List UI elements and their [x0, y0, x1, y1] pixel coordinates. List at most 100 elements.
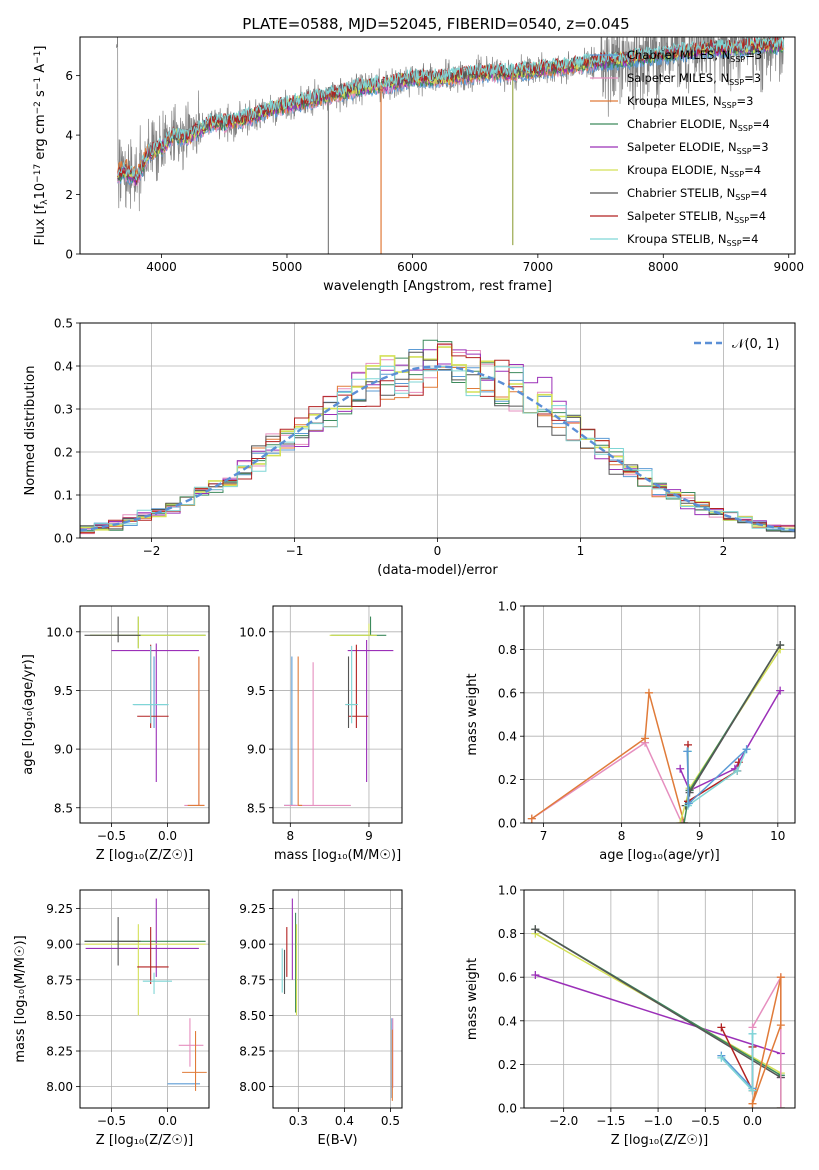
errorbar-chabrier_stelib [84, 917, 141, 966]
y-tick-label: 8.75 [239, 973, 266, 987]
y-tick-label: 9.25 [239, 902, 266, 916]
y-tick-label: 0.4 [54, 360, 73, 374]
age-vs-mass-panel: 8 9 8.5 9.0 9.5 10.0 mass [log₁₀(M/M☉)] [239, 605, 403, 863]
x-axis-label: age [log₁₀(age/yr)] [599, 848, 720, 863]
weight-line-chabrier_stelib [534, 928, 782, 1079]
plot-area [527, 641, 785, 823]
errorbar-salpeter_elodie [111, 643, 199, 782]
errorbar-kroupa_miles [187, 656, 205, 806]
errorbar-kroupa_elodie [329, 623, 377, 636]
x-tick-label: 9 [696, 829, 704, 843]
x-axis-label: mass [log₁₀(M/M☉)] [274, 848, 401, 863]
y-tick-label: 0.8 [498, 643, 517, 657]
axes-frame [79, 605, 210, 824]
y-tick-label: 8.75 [46, 973, 73, 987]
weight-marker-kroupa_miles [644, 688, 653, 697]
x-axis-label: wavelength [Angstrom, rest frame] [323, 279, 552, 294]
age-vs-metallicity-panel: −0.5 0.0 8.5 9.0 9.5 10.0 Z [log₁₀(Z/Z☉)] age [… [21, 605, 210, 863]
errorbar-chabrier_stelib [84, 616, 141, 643]
legend-label-kroupa_stelib: Kroupa STELIB, NSSP=4 [627, 232, 758, 248]
y-tick-label: 10.0 [239, 625, 266, 639]
weight-marker-chabrier_stelib [685, 788, 694, 797]
axes-frame [523, 605, 796, 824]
weight-marker-kroupa_miles [748, 1099, 757, 1108]
y-tick-label: 0.3 [54, 403, 73, 417]
plot-area [80, 339, 795, 535]
x-tick-label: −1.0 [644, 1114, 673, 1128]
x-tick-label: −2 [143, 544, 161, 558]
errorbar-salpeter_stelib [137, 927, 169, 985]
plot-area [84, 898, 207, 1091]
errorbar-kroupa_stelib [142, 972, 172, 995]
errorbar-chabrier_elodie [90, 616, 206, 649]
x-tick-label: −0.5 [691, 1114, 720, 1128]
y-tick-label: 8.25 [46, 1045, 73, 1059]
y-axis-label: mass weight [465, 958, 480, 1040]
weight-marker-chabrier_miles [742, 745, 751, 754]
y-tick-label: 0.6 [498, 971, 517, 985]
x-tick-label: 6000 [397, 260, 428, 274]
legend-label-kroupa_elodie: Kroupa ELODIE, NSSP=4 [627, 163, 761, 179]
x-tick-label: 10 [770, 829, 785, 843]
errorbar-salpeter_elodie [85, 898, 199, 977]
x-tick-label: −1 [286, 544, 304, 558]
errorbar-salpeter_miles [184, 656, 205, 806]
legend-label-chabrier_miles: Chabrier MILES, NSSP=3 [627, 48, 762, 64]
errorbar-kroupa_stelib [132, 645, 169, 724]
errorbar-kroupa_stelib [345, 645, 358, 724]
y-tick-label: 8.50 [46, 1009, 73, 1023]
y-tick-label: 9.00 [46, 938, 73, 952]
errorbar-chabrier_stelib [345, 656, 357, 728]
x-tick-label: 4000 [146, 260, 177, 274]
x-tick-label: −1.5 [596, 1114, 625, 1128]
mass-vs-metallicity-panel: −0.5 0.0 8.00 8.25 8.50 8.75 9.00 9.25 Z [log₁₀(… [13, 889, 210, 1148]
weight-line-kroupa_miles [531, 692, 685, 823]
x-tick-label: 7 [540, 829, 548, 843]
y-tick-label: 2 [65, 188, 73, 202]
x-axis-label: Z [log₁₀(Z/Z☉)] [96, 1133, 193, 1148]
x-tick-label: 0.0 [743, 1114, 762, 1128]
weight-marker-salpeter_miles [677, 819, 686, 823]
weight-line-salpeter_miles [531, 741, 684, 823]
y-tick-label: 8.5 [54, 801, 73, 815]
errorbar-kroupa_miles [182, 1031, 207, 1091]
weight-marker-kroupa_miles [776, 973, 785, 982]
y-tick-label: 9.5 [54, 684, 73, 698]
x-tick-label: 0.4 [335, 1114, 354, 1128]
weight-marker-kroupa_stelib [748, 1029, 757, 1038]
x-tick-label: 5000 [272, 260, 303, 274]
errorbar-salpeter_miles [284, 662, 351, 806]
plot-area [284, 616, 394, 806]
weight-marker-kroupa_miles [776, 1021, 785, 1030]
y-tick-label: 0.0 [54, 532, 73, 546]
weight-vs-age-panel: 7 8 9 10 0.0 0.2 0.4 0.6 0.8 1.0 age [log₁₀(age/yr… [465, 600, 796, 863]
y-axis-label: mass weight [465, 673, 480, 755]
x-tick-label: 0 [434, 544, 442, 558]
y-tick-label: 10.0 [46, 625, 73, 639]
legend-label-chabrier_elodie: Chabrier ELODIE, NSSP=4 [627, 117, 770, 133]
y-axis-label: age [log₁₀(age/yr)] [21, 654, 36, 775]
axes-frame [79, 889, 210, 1109]
y-tick-label: 0.4 [498, 1014, 517, 1028]
errorbar-salpeter_miles [178, 1018, 204, 1067]
plot-area [84, 616, 206, 806]
errorbar-kroupa_elodie [90, 616, 206, 649]
plot-area [281, 898, 394, 1101]
y-tick-label: 9.5 [247, 684, 266, 698]
errorbar-salpeter_elodie [347, 640, 394, 782]
figure-title: PLATE=0588, MJD=52045, FIBERID=0540, z=0… [242, 15, 629, 33]
axes-frame [79, 36, 796, 255]
x-tick-label: 0.5 [381, 1114, 400, 1128]
y-tick-label: 8.5 [247, 801, 266, 815]
weight-marker-kroupa_miles [527, 814, 536, 823]
y-axis-label: mass [log₁₀(M/M☉)] [13, 935, 28, 1062]
weight-marker-kroupa_miles [641, 734, 650, 743]
weight-marker-salpeter_stelib [717, 1023, 726, 1032]
x-tick-label: 0.0 [158, 829, 177, 843]
y-axis-label: Flux [fλ10−17 erg cm−2 s−1 A−1] [33, 46, 50, 246]
y-tick-label: 0.1 [54, 489, 73, 503]
y-tick-label: 0.0 [498, 1102, 517, 1116]
x-axis-label: E(B-V) [317, 1133, 357, 1148]
weight-marker-salpeter_elodie [676, 764, 685, 773]
